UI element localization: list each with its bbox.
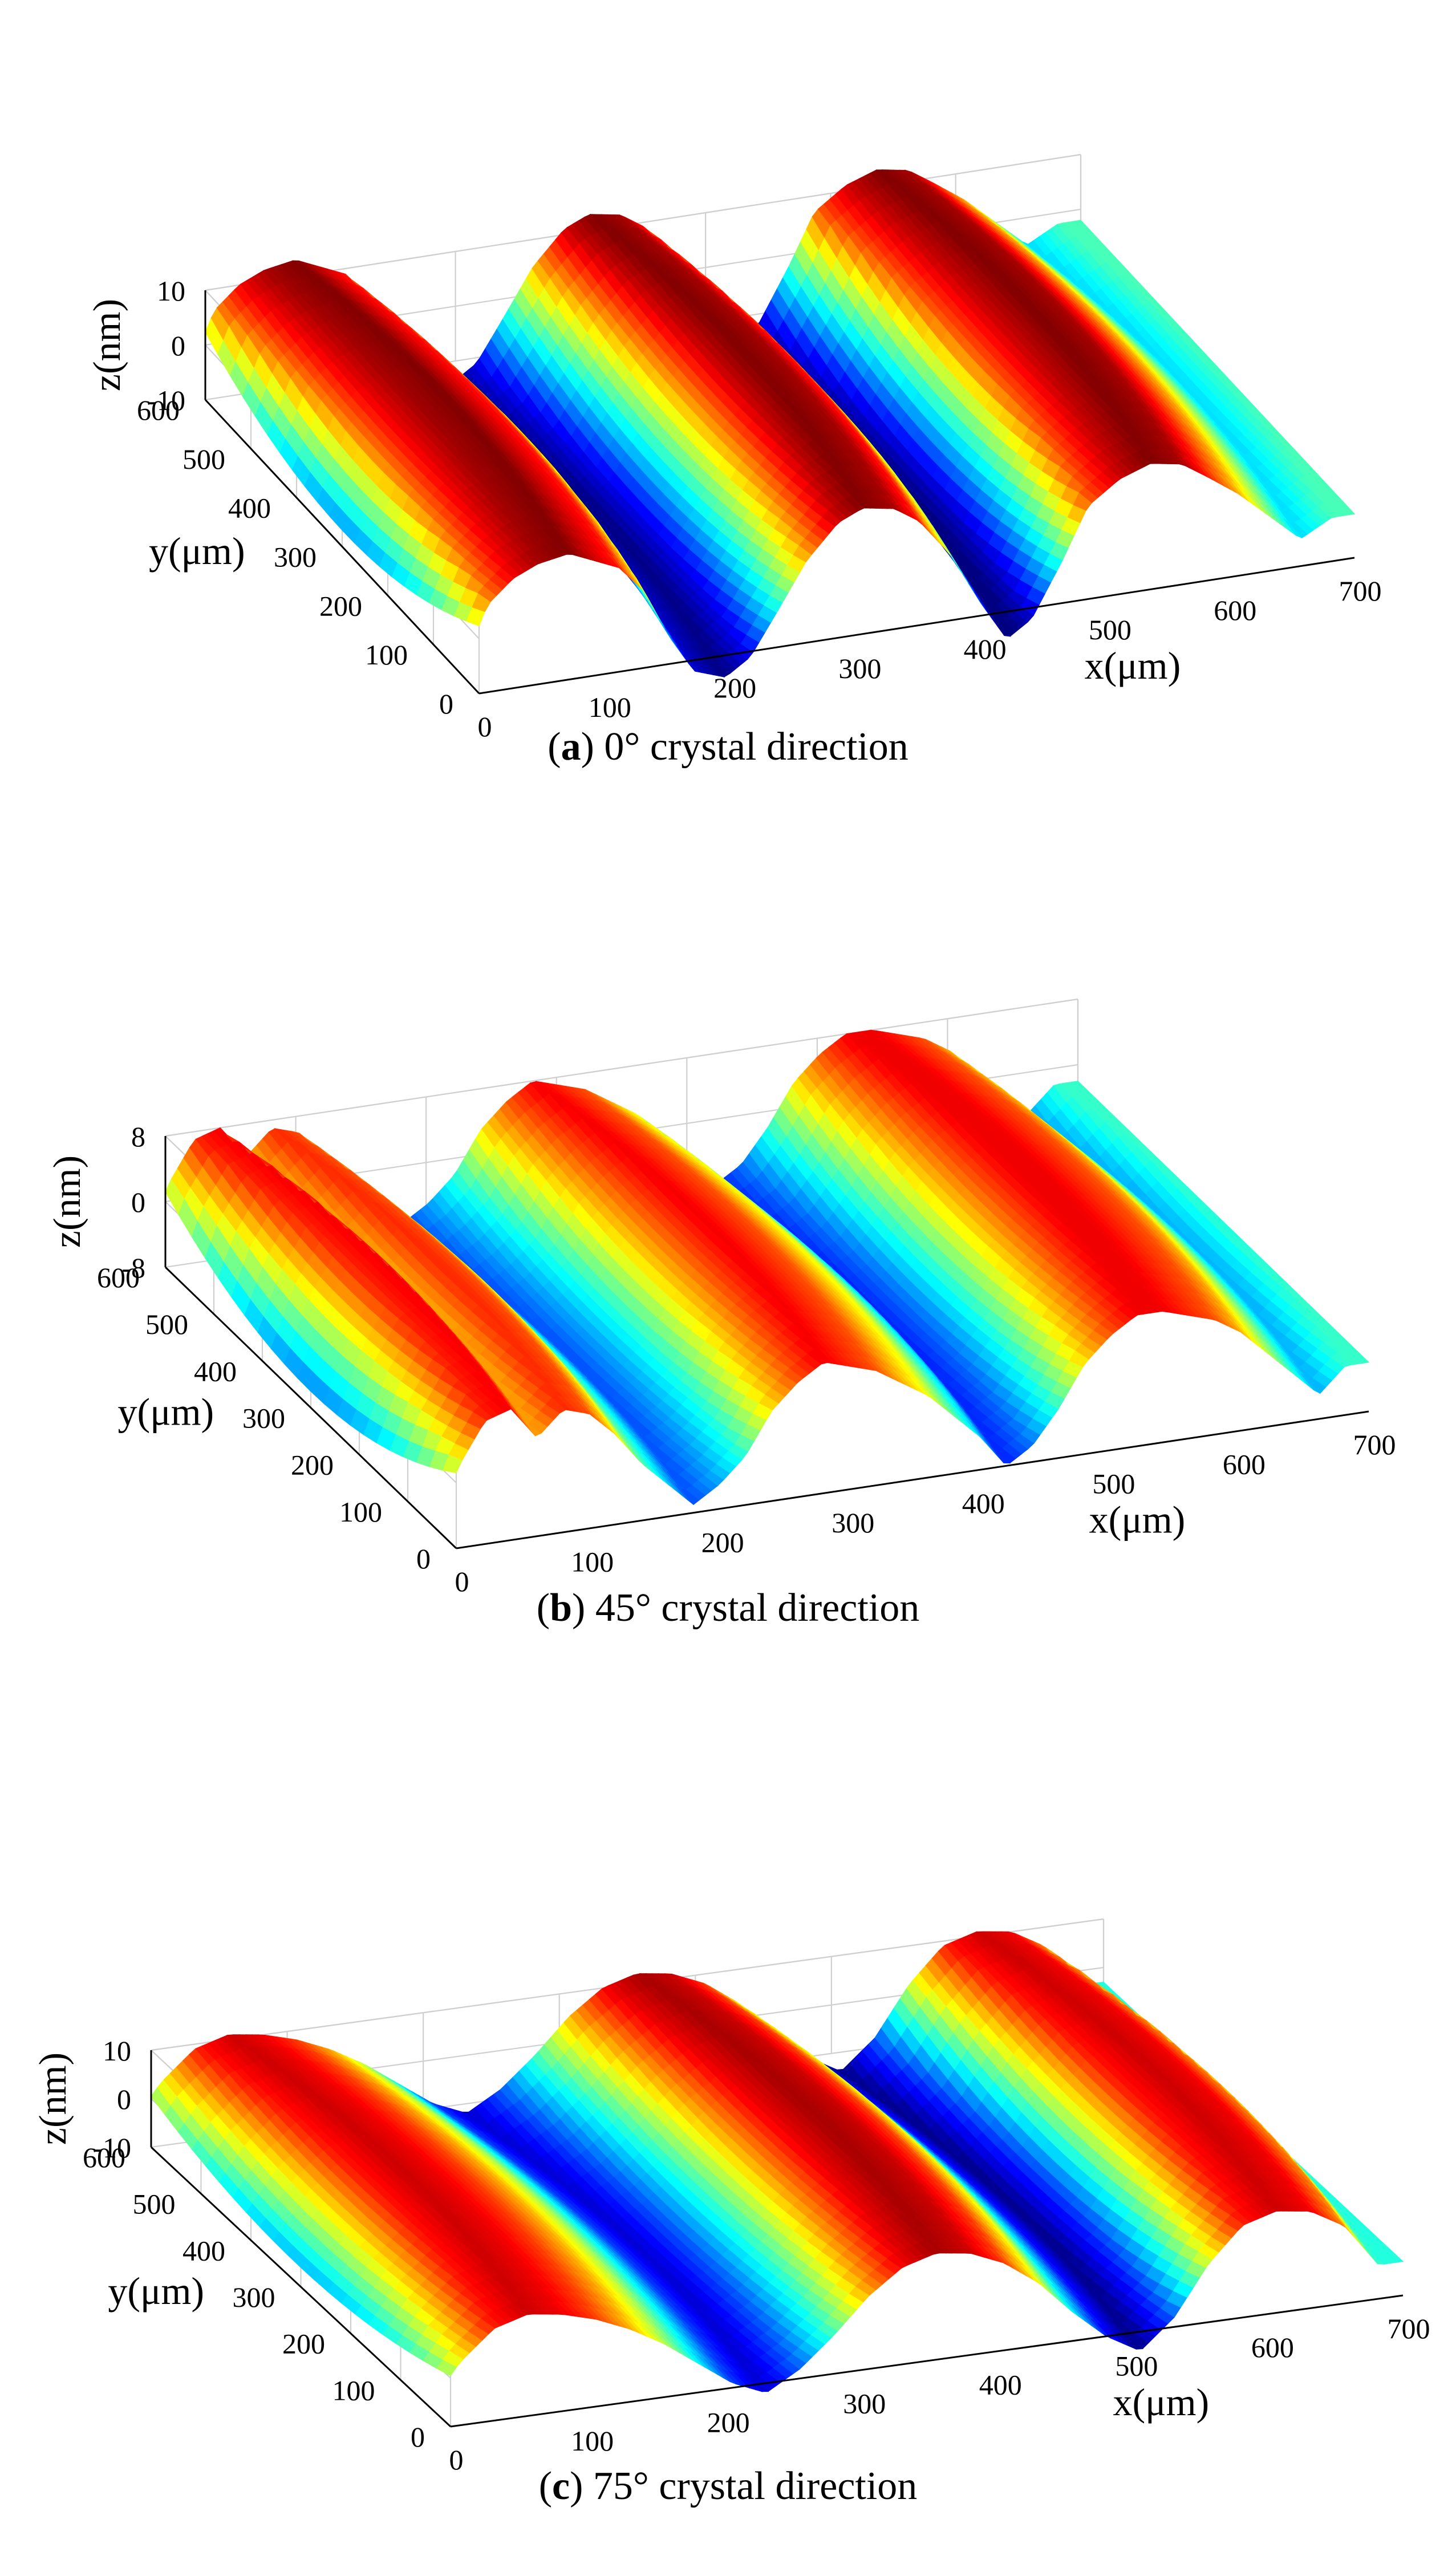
axes [204,290,1355,695]
surface-patch [1335,500,1356,516]
y-tick-label: 300 [274,541,317,573]
y-tick-label: 400 [228,492,271,524]
x-tick-label: 200 [713,672,756,704]
grid-line [205,153,1081,291]
panel-a: 0 100 200 300 400 500 600 700 0 100 200 300 400 500 60… [0,0,1456,857]
caption-a: (a) 0° crystal direction [547,725,909,769]
surface-plot-b: 0100200300400500600700010020030040050060… [45,998,1396,1597]
y-tick-label: 600 [137,394,180,426]
x-axis-line [478,557,1355,695]
surface [205,169,1356,678]
x-tick-label: 0 [478,711,492,743]
y-tick-label: 0 [439,688,453,720]
caption-text: 0° crystal direction [604,725,909,769]
x-axis-label: x(μm) [1085,644,1181,687]
z-tick-label: 10 [157,275,185,307]
x-tick-label: 400 [964,633,1007,665]
x-tick-label: 700 [1339,575,1382,607]
x-tick-label: 600 [1214,594,1256,626]
y-tick-label: 200 [319,590,362,622]
x-tick-label: 300 [838,652,881,684]
panel-b: 0 100 200 300 400 500 600 700 0 100 200 300 400 500 60… [0,855,1456,1713]
z-axis-label: z(nm) [85,299,128,391]
y-tick-label: 500 [182,443,225,475]
tick-labels: 0100200300400500600700010020030040050060… [137,275,1382,743]
z-tick-label: -10 [147,384,185,416]
z-tick-label: 0 [171,330,185,362]
y-tick-label: 100 [365,639,408,671]
surface [165,1029,1370,1506]
x-tick-label: 100 [589,691,631,723]
surface-plot-a: 0100200300400500600700010020030040050060… [85,153,1382,743]
x-tick-label: 500 [1089,614,1131,646]
y-axis-label: y(μm) [149,529,245,573]
grid-line [165,998,1078,1137]
caption-letter: a [561,725,581,769]
y-axis-line [204,399,480,695]
